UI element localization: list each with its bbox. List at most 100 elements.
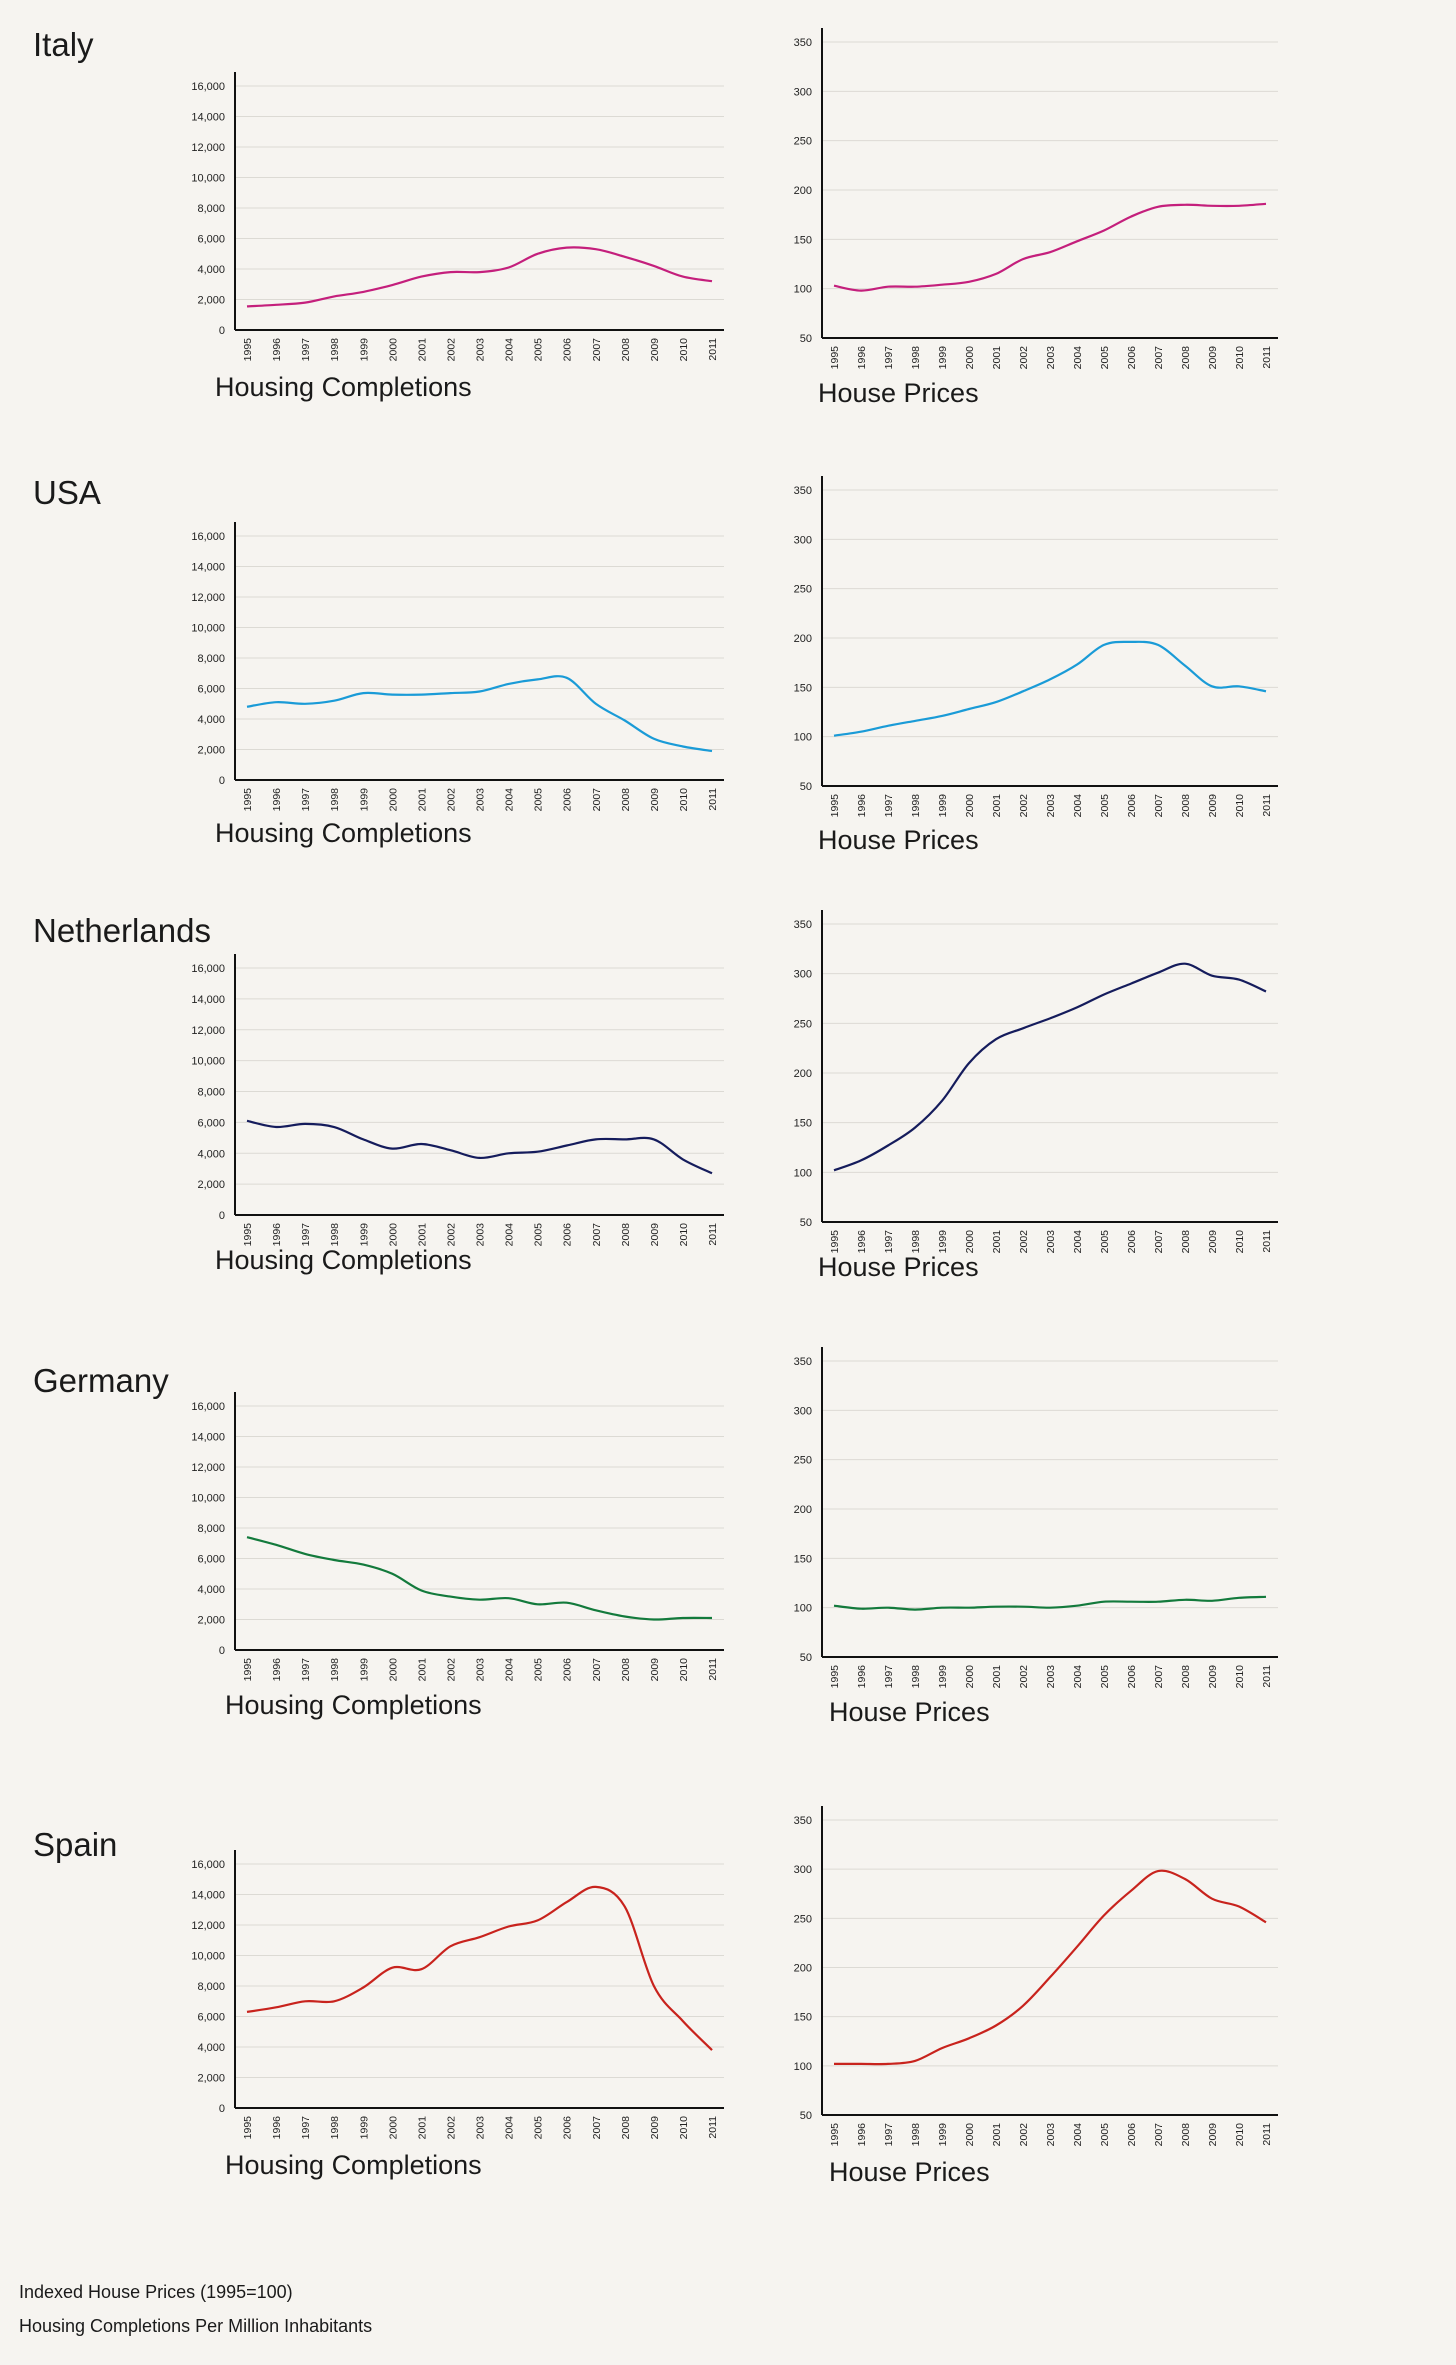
x-tick-label: 2009 xyxy=(649,788,661,812)
y-tick-label: 2,000 xyxy=(197,1615,225,1627)
y-tick-label: 300 xyxy=(794,1405,812,1417)
x-tick-label: 2001 xyxy=(991,1665,1003,1689)
y-tick-label: 350 xyxy=(794,919,812,931)
x-tick-label: 2004 xyxy=(1072,346,1084,370)
x-tick-label: 2007 xyxy=(1153,346,1165,370)
prices-chart-spain: 50 100 150 200 250 300 350 1995 1996 1997 1998 1999… xyxy=(794,1806,1278,2146)
y-tick-label: 250 xyxy=(794,584,812,596)
y-tick-label: 0 xyxy=(219,1210,225,1222)
series-line-usa xyxy=(833,640,1267,737)
x-tick-label: 2004 xyxy=(504,1658,516,1682)
y-tick-label: 4,000 xyxy=(197,714,225,726)
x-tick-label: 2008 xyxy=(620,338,632,362)
x-tick-label: 1998 xyxy=(329,788,341,812)
x-tick-label: 2008 xyxy=(1180,1230,1192,1254)
footnote-house-prices: Indexed House Prices (1995=100) xyxy=(19,2282,293,2302)
x-tick-label: 1999 xyxy=(358,2116,370,2140)
y-tick-label: 50 xyxy=(800,781,812,793)
x-axis-title-house-prices: House Prices xyxy=(829,1697,990,1727)
x-tick-label: 2011 xyxy=(1261,2123,1273,2146)
y-tick-label: 8,000 xyxy=(197,1981,225,1993)
y-tick-label: 4,000 xyxy=(197,2042,225,2054)
x-tick-label: 2000 xyxy=(964,1665,976,1689)
x-tick-label: 2011 xyxy=(1261,794,1273,817)
x-tick-label: 2004 xyxy=(1072,1230,1084,1254)
x-tick-label: 1997 xyxy=(883,794,895,818)
x-tick-label: 1999 xyxy=(358,1223,370,1247)
country-title: Germany xyxy=(33,1362,169,1399)
x-axis-title-housing-completions: Housing Completions xyxy=(215,1245,472,1275)
y-tick-label: 300 xyxy=(794,969,812,981)
x-tick-label: 2003 xyxy=(475,788,487,812)
y-tick-label: 4,000 xyxy=(197,1148,225,1160)
y-tick-label: 150 xyxy=(794,1553,812,1565)
x-tick-label: 2006 xyxy=(562,1658,574,1682)
x-tick-label: 2000 xyxy=(387,2116,399,2140)
x-tick-label: 2009 xyxy=(1207,1665,1219,1689)
x-tick-label: 1998 xyxy=(329,338,341,362)
x-axis-title-house-prices: House Prices xyxy=(818,825,979,855)
x-tick-label: 2000 xyxy=(964,1230,976,1254)
x-tick-label: 2008 xyxy=(620,1658,632,1682)
y-tick-label: 10,000 xyxy=(191,623,225,635)
country-title: Netherlands xyxy=(33,912,211,949)
completions-chart-germany: 0 2,000 4,000 6,000 8,000 10,000 12,000 14,000 1… xyxy=(191,1392,724,1681)
x-tick-label: 2008 xyxy=(620,2116,632,2140)
x-tick-label: 2006 xyxy=(562,338,574,362)
x-tick-label: 2002 xyxy=(445,1658,457,1682)
x-tick-label: 2010 xyxy=(1234,346,1246,370)
y-tick-label: 0 xyxy=(219,325,225,337)
x-tick-label: 2007 xyxy=(591,2116,603,2140)
y-tick-label: 8,000 xyxy=(197,203,225,215)
x-tick-label: 2003 xyxy=(1045,1665,1057,1689)
completions-chart-netherlands: 0 2,000 4,000 6,000 8,000 10,000 12,000 14,000 1… xyxy=(191,954,724,1246)
prices-chart-italy: 50 100 150 200 250 300 350 1995 1996 1997 1998 1999… xyxy=(794,28,1278,369)
x-tick-label: 2007 xyxy=(1153,1665,1165,1689)
x-tick-label: 2006 xyxy=(562,2116,574,2140)
y-tick-label: 300 xyxy=(794,86,812,98)
x-tick-label: 1996 xyxy=(271,1223,283,1247)
x-tick-label: 2011 xyxy=(1261,1230,1273,1253)
x-tick-label: 1995 xyxy=(242,788,254,812)
x-tick-label: 2001 xyxy=(416,338,428,362)
x-tick-label: 2005 xyxy=(1099,2123,1111,2147)
y-tick-label: 350 xyxy=(794,1815,812,1827)
y-tick-label: 150 xyxy=(794,682,812,694)
x-tick-label: 2000 xyxy=(387,338,399,362)
x-tick-label: 2010 xyxy=(678,788,690,812)
x-tick-label: 2010 xyxy=(678,1223,690,1247)
y-tick-label: 50 xyxy=(800,2110,812,2122)
x-tick-label: 2004 xyxy=(504,338,516,362)
x-tick-label: 2000 xyxy=(964,794,976,818)
y-tick-label: 10,000 xyxy=(191,173,225,185)
x-tick-label: 1995 xyxy=(829,1665,841,1689)
x-tick-label: 2003 xyxy=(475,338,487,362)
y-tick-label: 50 xyxy=(800,1652,812,1664)
series-line-italy xyxy=(833,202,1267,292)
x-tick-label: 2003 xyxy=(475,1223,487,1247)
x-tick-label: 2011 xyxy=(707,1658,719,1681)
x-tick-label: 1995 xyxy=(242,1658,254,1682)
y-tick-label: 8,000 xyxy=(197,1087,225,1099)
x-tick-label: 2008 xyxy=(1180,346,1192,370)
x-tick-label: 2003 xyxy=(475,1658,487,1682)
series-line-germany xyxy=(833,1595,1267,1611)
y-tick-label: 200 xyxy=(794,633,812,645)
x-tick-label: 2001 xyxy=(991,794,1003,818)
x-tick-label: 2004 xyxy=(1072,2123,1084,2147)
x-tick-label: 2011 xyxy=(707,2116,719,2139)
x-axis-title-housing-completions: Housing Completions xyxy=(225,2150,482,2180)
x-tick-label: 2006 xyxy=(562,1223,574,1247)
x-tick-label: 1999 xyxy=(937,794,949,818)
y-tick-label: 12,000 xyxy=(191,1025,225,1037)
x-axis-title-housing-completions: Housing Completions xyxy=(215,818,472,848)
x-tick-label: 2006 xyxy=(1126,2123,1138,2147)
x-tick-label: 2009 xyxy=(1207,794,1219,818)
x-tick-label: 1998 xyxy=(910,2123,922,2147)
x-tick-label: 1999 xyxy=(937,2123,949,2147)
y-tick-label: 12,000 xyxy=(191,142,225,154)
x-tick-label: 2004 xyxy=(504,1223,516,1247)
y-tick-label: 4,000 xyxy=(197,264,225,276)
y-tick-label: 16,000 xyxy=(191,1859,225,1871)
y-tick-label: 150 xyxy=(794,234,812,246)
